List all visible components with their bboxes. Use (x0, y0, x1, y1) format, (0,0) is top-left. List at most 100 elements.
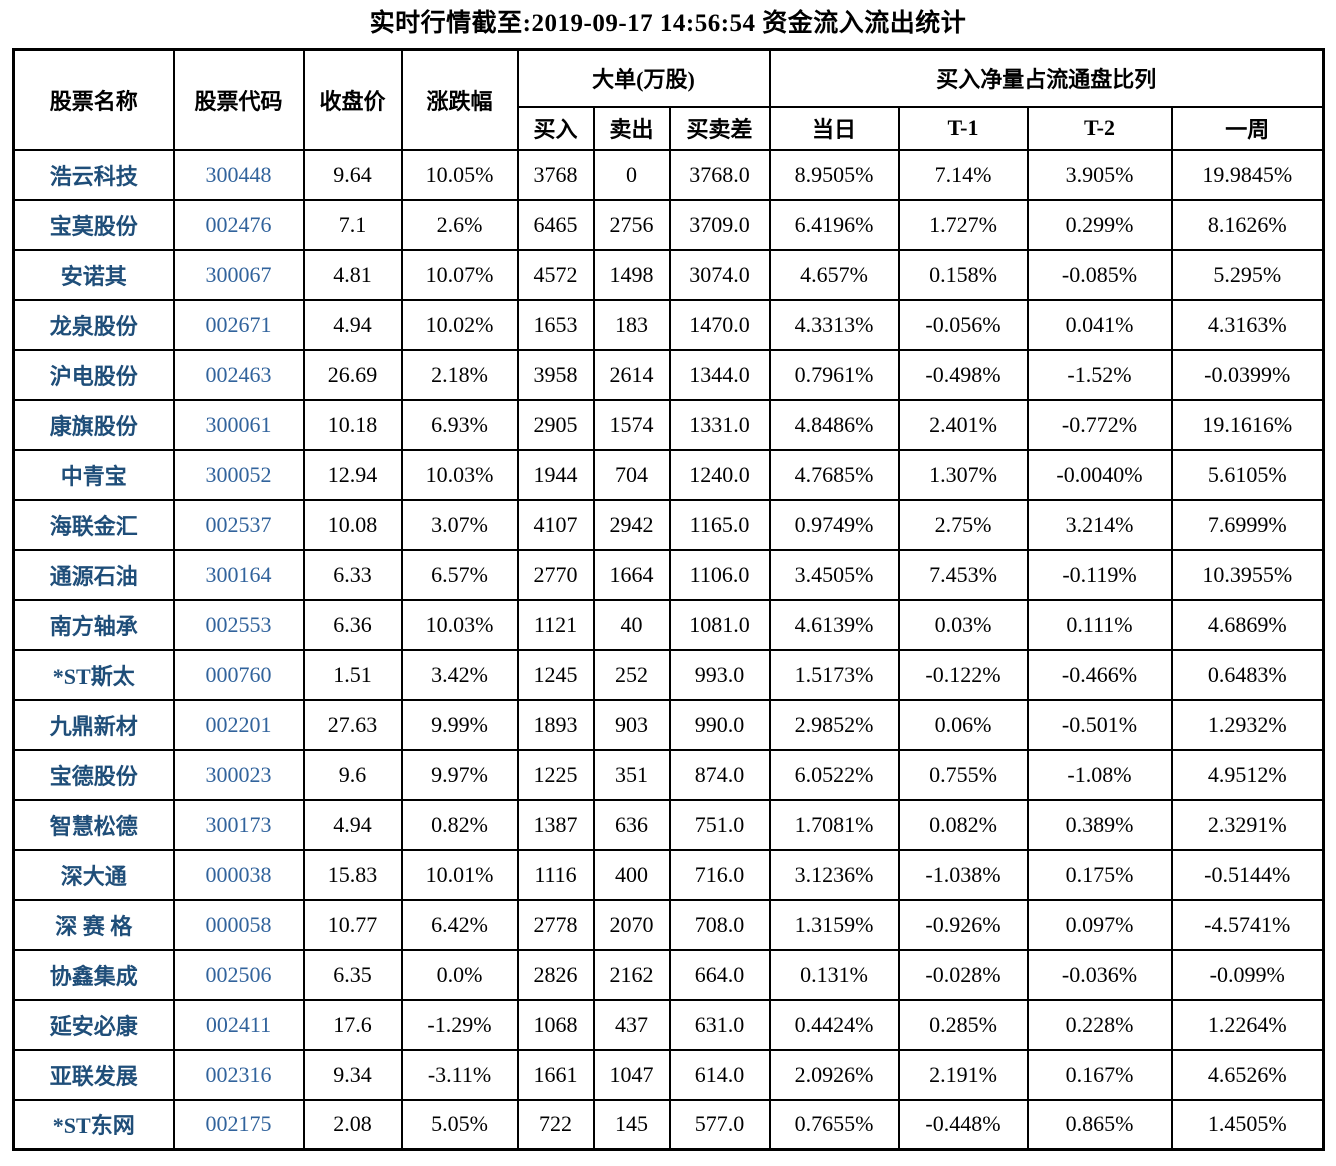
change-pct-cell: 10.03% (400, 448, 519, 501)
close-price-cell: 10.18 (302, 398, 403, 451)
stock-name-cell: 九鼎新材 (12, 698, 175, 751)
close-price-cell: 4.81 (302, 248, 403, 301)
stock-name-cell: 深大通 (12, 848, 175, 901)
stock-code-cell: 000058 (172, 898, 305, 951)
buy-volume-cell: 1944 (516, 448, 595, 501)
ratio-week-cell: -0.099% (1170, 948, 1325, 1001)
sell-volume-cell: 1047 (592, 1048, 671, 1101)
ratio-t2-cell: -0.772% (1026, 398, 1173, 451)
col-header-stock-code: 股票代码 (172, 48, 305, 151)
stock-code-cell: 300023 (172, 748, 305, 801)
close-price-cell: 9.6 (302, 748, 403, 801)
ratio-week-cell: 19.1616% (1170, 398, 1325, 451)
close-price-cell: 10.77 (302, 898, 403, 951)
buy-sell-diff-cell: 1240.0 (668, 448, 771, 501)
ratio-week-cell: 4.6526% (1170, 1048, 1325, 1101)
stock-code-cell: 002463 (172, 348, 305, 401)
stock-name-cell: 安诺其 (12, 248, 175, 301)
stock-name-cell: 深 赛 格 (12, 898, 175, 951)
table-row: 浩云科技 300448 9.64 10.05% 3768 0 3768.0 8.9505% 7.… (12, 148, 1325, 201)
stock-name-cell: *ST东网 (12, 1098, 175, 1151)
buy-sell-diff-cell: 1470.0 (668, 298, 771, 351)
ratio-t2-cell: 0.111% (1026, 598, 1173, 651)
stock-name-cell: 南方轴承 (12, 598, 175, 651)
stock-code-cell: 000038 (172, 848, 305, 901)
ratio-week-cell: 1.2932% (1170, 698, 1325, 751)
table-row: *ST斯太 000760 1.51 3.42% 1245 252 993.0 1.5173% -… (12, 648, 1325, 701)
close-price-cell: 17.6 (302, 998, 403, 1051)
buy-volume-cell: 2770 (516, 548, 595, 601)
ratio-today-cell: 4.657% (768, 248, 900, 301)
table-row: 通源石油 300164 6.33 6.57% 2770 1664 1106.0 3.4505%… (12, 548, 1325, 601)
ratio-t1-cell: 1.727% (897, 198, 1029, 251)
sell-volume-cell: 1664 (592, 548, 671, 601)
ratio-t1-cell: -0.498% (897, 348, 1029, 401)
ratio-week-cell: 10.3955% (1170, 548, 1325, 601)
stock-name-cell: 通源石油 (12, 548, 175, 601)
buy-volume-cell: 1387 (516, 798, 595, 851)
stock-code-cell: 000760 (172, 648, 305, 701)
sell-volume-cell: 40 (592, 598, 671, 651)
buy-sell-diff-cell: 751.0 (668, 798, 771, 851)
change-pct-cell: 3.07% (400, 498, 519, 551)
buy-sell-diff-cell: 1344.0 (668, 348, 771, 401)
stock-name-cell: 宝德股份 (12, 748, 175, 801)
table-row: 南方轴承 002553 6.36 10.03% 1121 40 1081.0 4.6139% 0… (12, 598, 1325, 651)
ratio-t1-cell: 0.755% (897, 748, 1029, 801)
table-row: 康旗股份 300061 10.18 6.93% 2905 1574 1331.0 4.8486… (12, 398, 1325, 451)
buy-volume-cell: 4572 (516, 248, 595, 301)
ratio-week-cell: 8.1626% (1170, 198, 1325, 251)
stock-code-cell: 300164 (172, 548, 305, 601)
change-pct-cell: 6.42% (400, 898, 519, 951)
col-header-sell: 卖出 (592, 105, 671, 151)
ratio-t2-cell: 0.228% (1026, 998, 1173, 1051)
ratio-t2-cell: 0.167% (1026, 1048, 1173, 1101)
stock-code-cell: 002506 (172, 948, 305, 1001)
stock-name-cell: 亚联发展 (12, 1048, 175, 1101)
stock-name-cell: 沪电股份 (12, 348, 175, 401)
buy-volume-cell: 722 (516, 1098, 595, 1151)
table-row: 中青宝 300052 12.94 10.03% 1944 704 1240.0 4.7685%… (12, 448, 1325, 501)
stock-code-cell: 300173 (172, 798, 305, 851)
ratio-t2-cell: -1.52% (1026, 348, 1173, 401)
close-price-cell: 2.08 (302, 1098, 403, 1151)
buy-sell-diff-cell: 577.0 (668, 1098, 771, 1151)
buy-sell-diff-cell: 3074.0 (668, 248, 771, 301)
sell-volume-cell: 0 (592, 148, 671, 201)
ratio-today-cell: 3.4505% (768, 548, 900, 601)
buy-sell-diff-cell: 614.0 (668, 1048, 771, 1101)
ratio-t2-cell: 0.299% (1026, 198, 1173, 251)
sell-volume-cell: 903 (592, 698, 671, 751)
close-price-cell: 9.34 (302, 1048, 403, 1101)
close-price-cell: 26.69 (302, 348, 403, 401)
sell-volume-cell: 2942 (592, 498, 671, 551)
ratio-today-cell: 3.1236% (768, 848, 900, 901)
ratio-week-cell: 4.9512% (1170, 748, 1325, 801)
close-price-cell: 10.08 (302, 498, 403, 551)
col-header-close-price: 收盘价 (302, 48, 403, 151)
stock-name-cell: 中青宝 (12, 448, 175, 501)
ratio-t1-cell: -0.122% (897, 648, 1029, 701)
change-pct-cell: 10.01% (400, 848, 519, 901)
ratio-t1-cell: 7.453% (897, 548, 1029, 601)
ratio-today-cell: 4.7685% (768, 448, 900, 501)
close-price-cell: 4.94 (302, 298, 403, 351)
sell-volume-cell: 1498 (592, 248, 671, 301)
col-header-today: 当日 (768, 105, 900, 151)
buy-volume-cell: 6465 (516, 198, 595, 251)
ratio-today-cell: 6.0522% (768, 748, 900, 801)
change-pct-cell: 2.6% (400, 198, 519, 251)
ratio-today-cell: 0.7655% (768, 1098, 900, 1151)
close-price-cell: 27.63 (302, 698, 403, 751)
ratio-t1-cell: 7.14% (897, 148, 1029, 201)
ratio-t1-cell: -0.056% (897, 298, 1029, 351)
ratio-today-cell: 1.5173% (768, 648, 900, 701)
sell-volume-cell: 2162 (592, 948, 671, 1001)
table-row: 沪电股份 002463 26.69 2.18% 3958 2614 1344.0 0.7961… (12, 348, 1325, 401)
stock-name-cell: 海联金汇 (12, 498, 175, 551)
close-price-cell: 12.94 (302, 448, 403, 501)
buy-volume-cell: 1116 (516, 848, 595, 901)
ratio-t1-cell: 2.75% (897, 498, 1029, 551)
stock-name-cell: 宝莫股份 (12, 198, 175, 251)
ratio-today-cell: 2.0926% (768, 1048, 900, 1101)
